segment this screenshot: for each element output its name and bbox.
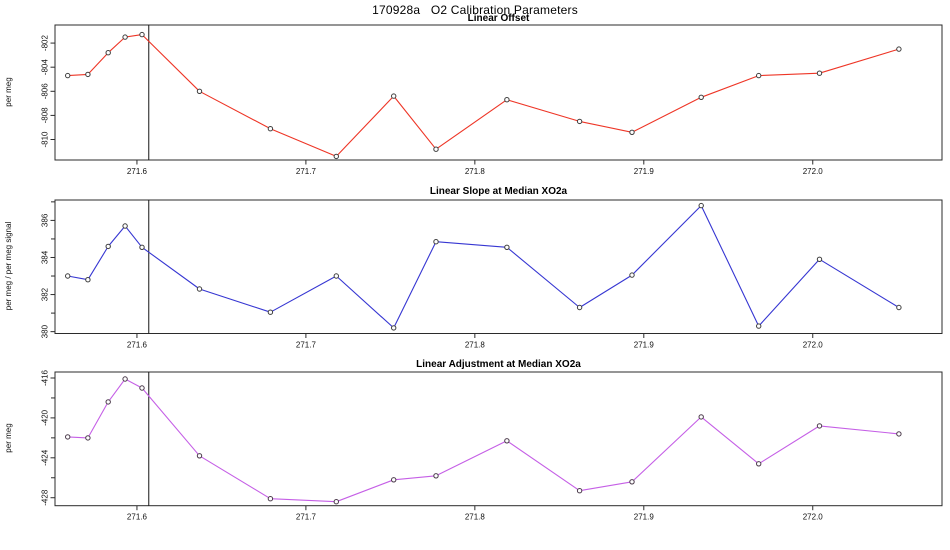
data-point — [65, 273, 71, 279]
data-point — [65, 434, 71, 440]
data-point — [504, 438, 510, 444]
y-tick-label: -806 — [41, 83, 50, 100]
data-point — [333, 273, 339, 279]
data-point — [391, 93, 397, 99]
data-point — [105, 243, 111, 250]
data-point — [504, 244, 510, 251]
x-tick-label: 271.8 — [465, 341, 486, 350]
panel-title-linear-slope: Linear Slope at Median XO2a — [429, 186, 568, 197]
data-point — [105, 50, 111, 56]
figure-title: 170928a O2 Calibration Parameters — [372, 3, 578, 17]
data-point — [433, 239, 439, 245]
data-point — [698, 94, 704, 101]
plot-frame — [54, 24, 943, 161]
data-point — [267, 126, 274, 132]
y-tick-label: -808 — [41, 107, 50, 124]
y-tick-label: 380 — [41, 324, 50, 338]
y-tick-label: -810 — [41, 131, 50, 148]
data-point — [896, 431, 902, 437]
data-point — [576, 488, 583, 494]
panel-title-linear-offset: Linear Offset — [467, 13, 530, 24]
data-point — [433, 473, 439, 479]
data-point — [433, 146, 439, 152]
data-point — [816, 70, 823, 76]
y-axis-label-offset: per meg — [4, 77, 13, 107]
x-tick-label: 272.0 — [803, 513, 824, 522]
data-point — [896, 46, 902, 52]
data-point — [576, 304, 583, 311]
x-tick-label: 271.6 — [127, 513, 148, 522]
x-tick-label: 271.6 — [127, 341, 148, 350]
y-axis-label-slope: per meg / per meg signal — [4, 221, 13, 311]
data-point — [816, 423, 823, 429]
data-point — [196, 286, 203, 292]
data-point — [756, 323, 762, 329]
data-line — [67, 378, 900, 503]
plot-frame — [54, 199, 943, 334]
data-point — [698, 414, 704, 420]
x-tick-label: 271.7 — [296, 167, 317, 176]
data-point — [504, 97, 510, 103]
data-point — [122, 223, 128, 229]
y-axis-label-adjustment: per meg — [4, 423, 13, 453]
y-tick-label: -428 — [41, 489, 50, 506]
data-point — [816, 256, 823, 262]
y-tick-label: -804 — [41, 59, 50, 76]
data-point — [122, 34, 128, 40]
data-point — [267, 496, 274, 502]
data-point — [576, 118, 583, 125]
data-point — [756, 461, 762, 467]
panel-title-linear-adjustment: Linear Adjustment at Median XO2a — [416, 359, 581, 370]
x-tick-label: 271.9 — [634, 167, 655, 176]
data-point — [139, 31, 145, 38]
x-tick-label: 271.8 — [465, 167, 486, 176]
data-point — [85, 277, 91, 283]
y-tick-label: -416 — [41, 369, 50, 386]
plot-frame — [54, 371, 943, 507]
x-tick-label: 271.9 — [634, 513, 655, 522]
y-tick-label: 386 — [41, 213, 50, 227]
data-point — [333, 499, 339, 505]
data-point — [139, 385, 145, 391]
data-point — [85, 71, 91, 78]
data-point — [105, 399, 111, 405]
data-point — [391, 477, 397, 483]
data-point — [139, 244, 145, 251]
x-tick-label: 271.8 — [465, 513, 486, 522]
y-tick-label: -802 — [41, 35, 50, 52]
data-point — [85, 435, 91, 441]
data-point — [196, 453, 203, 459]
data-point — [267, 309, 274, 315]
data-point — [333, 153, 339, 160]
data-point — [196, 88, 203, 95]
data-point — [65, 72, 71, 79]
data-point — [896, 304, 902, 311]
data-point — [391, 325, 397, 331]
y-tick-label: 384 — [41, 250, 50, 264]
data-line — [67, 34, 900, 157]
data-point — [122, 376, 128, 382]
data-point — [629, 479, 635, 485]
data-point — [756, 72, 762, 79]
x-tick-label: 271.6 — [127, 167, 148, 176]
x-tick-label: 272.0 — [803, 167, 824, 176]
data-point — [629, 272, 635, 278]
x-tick-label: 272.0 — [803, 341, 824, 350]
data-point — [698, 202, 704, 209]
x-tick-label: 271.7 — [296, 341, 317, 350]
y-tick-label: -424 — [41, 449, 50, 466]
data-line — [67, 205, 900, 329]
data-point — [629, 129, 635, 136]
x-tick-label: 271.7 — [296, 513, 317, 522]
y-tick-label: -420 — [41, 409, 50, 426]
y-tick-label: 382 — [41, 287, 50, 301]
x-tick-label: 271.9 — [634, 341, 655, 350]
